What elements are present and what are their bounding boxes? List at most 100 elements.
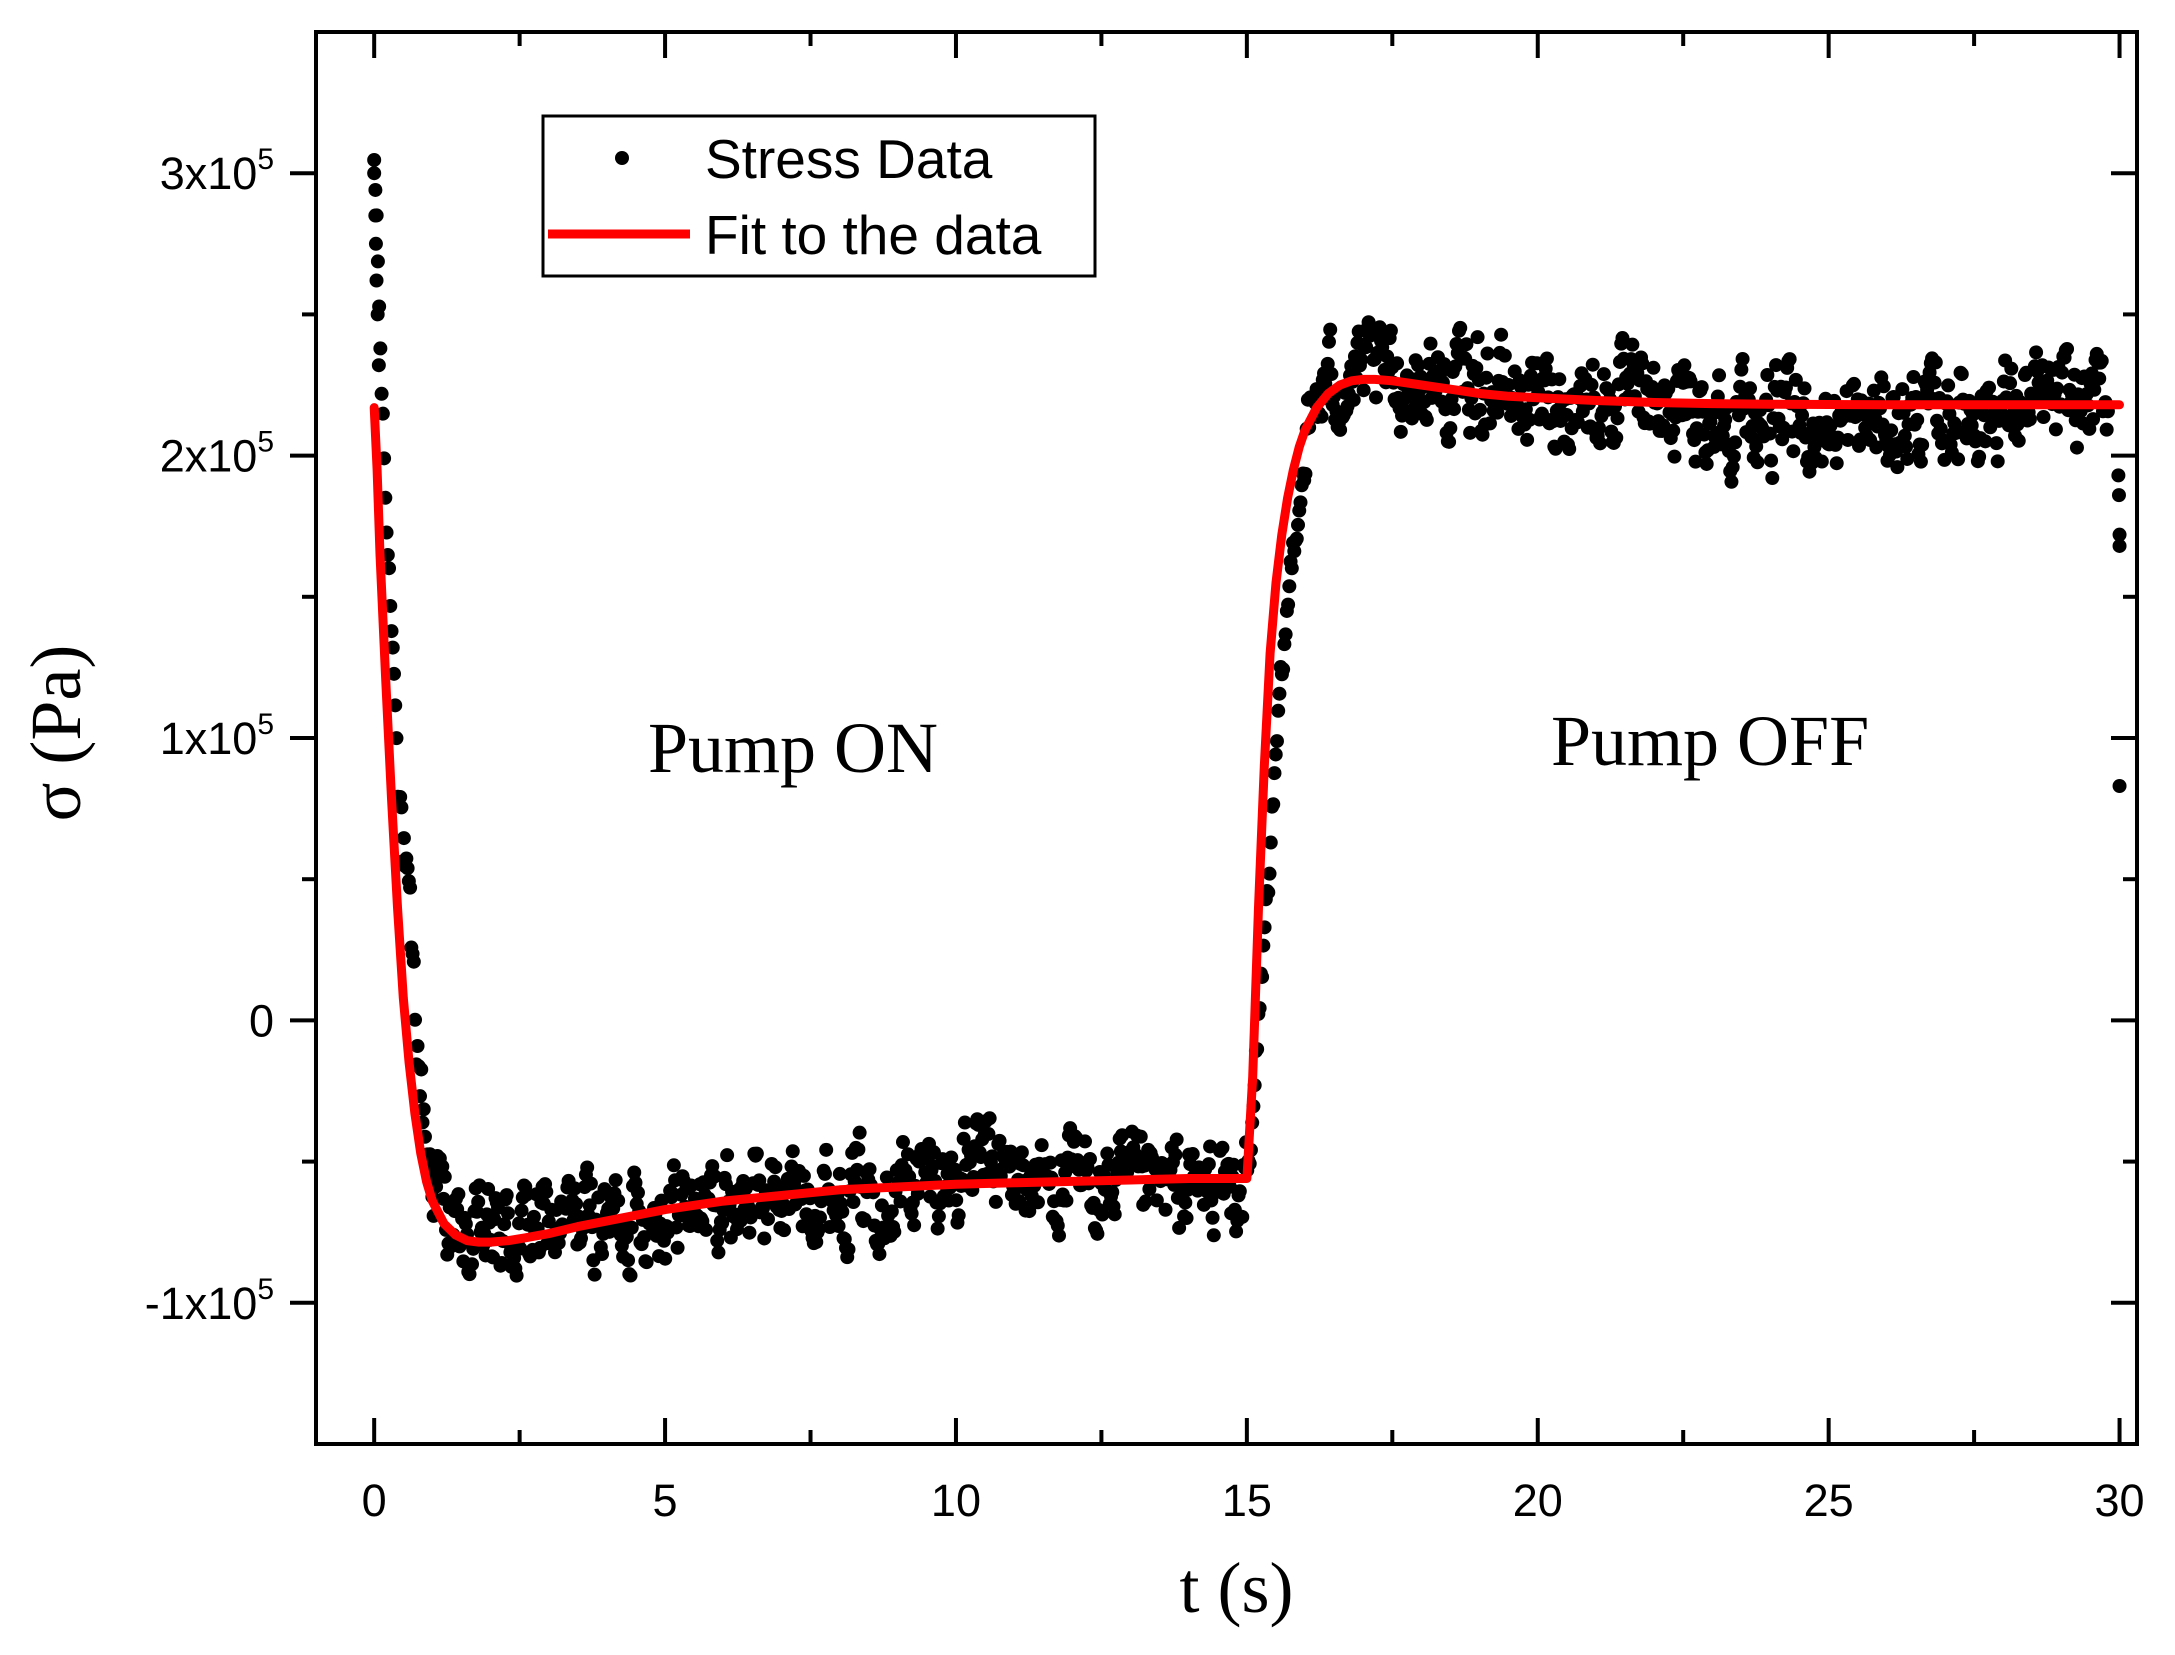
stress-data-point (1913, 454, 1928, 469)
stress-data-point (931, 1209, 946, 1224)
stress-data-point (1284, 561, 1299, 576)
stress-data-point (1609, 430, 1624, 445)
y-tick-label: 1x105 (160, 708, 274, 764)
stress-data-point (1369, 390, 1384, 405)
stress-data-point (416, 1102, 431, 1117)
stress-data-point (777, 1223, 792, 1238)
stress-data-point (1179, 1211, 1194, 1226)
stress-data-point (699, 1222, 714, 1237)
legend-marker-stress-data (615, 151, 629, 165)
stress-data-point (749, 1146, 764, 1161)
stress-data-point (2048, 422, 2063, 437)
stress-data-point (2055, 365, 2070, 380)
stress-data-point (1480, 346, 1495, 361)
stress-data-point (1954, 367, 1969, 382)
stress-data-point (1105, 1185, 1120, 1200)
stress-data-point (400, 861, 415, 876)
stress-data-point (1522, 412, 1537, 427)
stress-data-point (949, 1193, 964, 1208)
stress-data-point (370, 254, 385, 269)
stress-data-point (1271, 703, 1286, 718)
stress-data-point (1840, 432, 1855, 447)
stress-data-point (1829, 456, 1844, 471)
stress-data-point (1272, 686, 1287, 701)
stress-data-point (710, 1233, 725, 1248)
stress-data-point (1762, 426, 1777, 441)
stress-data-point (988, 1194, 1003, 1209)
stress-data-point (1591, 421, 1606, 436)
stress-data-point (375, 406, 390, 421)
stress-data-point (742, 1225, 757, 1240)
data-layer (367, 152, 2127, 1283)
stress-data-point (437, 1169, 452, 1184)
stress-data-point (1390, 356, 1405, 371)
stress-data-point (1078, 1134, 1093, 1149)
stress-data-point (1346, 392, 1361, 407)
stress-data-point (1030, 1195, 1045, 1210)
stress-data-point (1261, 885, 1276, 900)
stress-data-point (569, 1196, 584, 1211)
stress-data-point (1419, 412, 1434, 427)
stress-data-point (846, 1195, 861, 1210)
stress-data-point (368, 208, 383, 223)
stress-data-point (1459, 337, 1474, 352)
y-tick-exponent: 5 (257, 1273, 274, 1306)
y-tick-exponent: 5 (257, 708, 274, 741)
stress-data-point (1814, 454, 1829, 469)
stress-data-point (1941, 378, 1956, 393)
stress-data-point (1610, 411, 1625, 426)
stress-data-point (1876, 379, 1891, 394)
stress-data-point (1666, 423, 1681, 438)
stress-data-point (2050, 381, 2065, 396)
stress-data-point (862, 1162, 877, 1177)
stress-data-point (1951, 452, 1966, 467)
stress-data-point (1172, 1220, 1187, 1235)
stress-data-point (852, 1125, 867, 1140)
stress-data-point (385, 640, 400, 655)
stress-data-point (1933, 421, 1948, 436)
stress-data-point (1795, 408, 1810, 423)
stress-data-point (386, 666, 401, 681)
y-tick-mantissa: 3x10 (160, 148, 258, 199)
stress-data-point (2112, 779, 2127, 794)
stress-data-point (1869, 440, 1884, 455)
stress-data-point (1646, 360, 1661, 375)
series-fit-line (369, 374, 2124, 1247)
x-tick-label: 25 (1804, 1475, 1854, 1526)
annotation-pump-off: Pump OFF (1551, 701, 1869, 781)
stress-data-point (872, 1247, 887, 1262)
stress-data-point (1928, 355, 1943, 370)
stress-data-point (595, 1247, 610, 1262)
stress-data-point (403, 880, 418, 895)
legend-label-stress-data: Stress Data (705, 128, 993, 190)
stress-data-point (982, 1111, 997, 1126)
stress-data-point (1359, 340, 1374, 355)
stress-data-point (1473, 402, 1488, 417)
stress-data-point (1699, 456, 1714, 471)
stress-data-point (1205, 1210, 1220, 1225)
stress-data-point (1900, 451, 1915, 466)
stress-data-point (1356, 383, 1371, 398)
stress-data-point (1470, 330, 1485, 345)
stress-data-point (406, 954, 421, 969)
stress-data-point (1890, 460, 1905, 475)
stress-data-point (2111, 468, 2126, 483)
stress-data-point (1915, 437, 1930, 452)
stress-data-point (1683, 374, 1698, 389)
stress-data-point (1289, 531, 1304, 546)
stress-data-point (1201, 1157, 1216, 1172)
stress-data-point (812, 1210, 827, 1225)
stress-data-point (393, 789, 408, 804)
stress-data-point (500, 1206, 515, 1221)
stress-data-point (1321, 334, 1336, 349)
stress-data-point (904, 1206, 919, 1221)
stress-data-point (587, 1267, 602, 1282)
stress-data-point (471, 1194, 486, 1209)
stress-data-point (796, 1168, 811, 1183)
stress-data-point (367, 166, 382, 181)
stress-data-point (767, 1174, 782, 1189)
stress-data-point (1226, 1157, 1241, 1172)
stress-data-point (1562, 442, 1577, 457)
stress-data-point (497, 1217, 512, 1232)
